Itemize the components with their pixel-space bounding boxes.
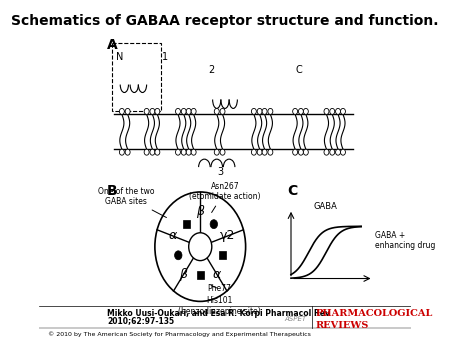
- Circle shape: [303, 108, 308, 114]
- Circle shape: [252, 108, 256, 114]
- Circle shape: [175, 251, 182, 260]
- Circle shape: [220, 108, 225, 114]
- Text: Schematics of GABAA receptor structure and function.: Schematics of GABAA receptor structure a…: [11, 14, 439, 28]
- Circle shape: [210, 220, 217, 228]
- Circle shape: [150, 108, 155, 114]
- Circle shape: [298, 108, 303, 114]
- Circle shape: [257, 108, 262, 114]
- Text: α: α: [169, 230, 177, 242]
- Text: α: α: [213, 268, 221, 281]
- Circle shape: [336, 149, 341, 155]
- Circle shape: [125, 149, 130, 155]
- Circle shape: [268, 108, 273, 114]
- Circle shape: [324, 108, 329, 114]
- Circle shape: [330, 108, 335, 114]
- Text: β: β: [196, 206, 204, 218]
- Circle shape: [191, 108, 196, 114]
- Circle shape: [125, 108, 130, 114]
- FancyBboxPatch shape: [219, 251, 225, 259]
- Circle shape: [176, 108, 180, 114]
- Circle shape: [268, 149, 273, 155]
- Circle shape: [292, 149, 297, 155]
- Circle shape: [119, 108, 124, 114]
- Circle shape: [257, 149, 262, 155]
- Text: C: C: [295, 65, 302, 75]
- Text: N: N: [116, 52, 123, 62]
- Circle shape: [214, 149, 219, 155]
- Circle shape: [186, 149, 191, 155]
- Circle shape: [144, 108, 149, 114]
- Text: A: A: [107, 38, 118, 52]
- Text: His101
(benzodiazepine site): His101 (benzodiazepine site): [178, 296, 261, 316]
- Circle shape: [181, 108, 186, 114]
- Text: C: C: [287, 184, 297, 198]
- Circle shape: [341, 108, 346, 114]
- Circle shape: [144, 149, 149, 155]
- FancyBboxPatch shape: [197, 270, 203, 279]
- Circle shape: [155, 149, 160, 155]
- Circle shape: [150, 149, 155, 155]
- Text: 2010;62:97-135: 2010;62:97-135: [107, 316, 174, 325]
- Circle shape: [262, 108, 267, 114]
- Circle shape: [324, 149, 329, 155]
- Text: PHARMACOLOGICAL
REVIEWS: PHARMACOLOGICAL REVIEWS: [316, 309, 433, 330]
- Text: © 2010 by The American Society for Pharmacology and Experimental Therapeutics: © 2010 by The American Society for Pharm…: [48, 331, 310, 337]
- Text: 3: 3: [218, 167, 224, 177]
- Text: Phe77: Phe77: [207, 285, 231, 293]
- Text: ASPET: ASPET: [284, 316, 306, 322]
- Circle shape: [181, 149, 186, 155]
- Circle shape: [119, 149, 124, 155]
- Circle shape: [155, 108, 160, 114]
- Circle shape: [341, 149, 346, 155]
- Circle shape: [189, 233, 212, 261]
- Text: GABA: GABA: [314, 202, 338, 211]
- Circle shape: [292, 108, 297, 114]
- Text: β: β: [179, 268, 187, 281]
- Circle shape: [176, 149, 180, 155]
- Circle shape: [336, 108, 341, 114]
- Text: B: B: [107, 184, 117, 198]
- Circle shape: [186, 108, 191, 114]
- Circle shape: [262, 149, 267, 155]
- Circle shape: [298, 149, 303, 155]
- Text: 1: 1: [162, 52, 167, 62]
- Text: Mikko Uusi-Oukari, and Esa R. Korpi Pharmacol Rev: Mikko Uusi-Oukari, and Esa R. Korpi Phar…: [107, 309, 330, 318]
- Text: GABA +
enhancing drug: GABA + enhancing drug: [375, 231, 436, 250]
- Text: 2: 2: [208, 65, 215, 75]
- Circle shape: [330, 149, 335, 155]
- Circle shape: [214, 108, 219, 114]
- Circle shape: [252, 149, 256, 155]
- Circle shape: [155, 192, 246, 301]
- Circle shape: [220, 149, 225, 155]
- Circle shape: [191, 149, 196, 155]
- Text: γ2: γ2: [220, 230, 235, 242]
- FancyBboxPatch shape: [183, 220, 190, 228]
- Circle shape: [303, 149, 308, 155]
- Text: Asn267
(etomidate action): Asn267 (etomidate action): [189, 182, 261, 213]
- Text: One of the two
GABA sites: One of the two GABA sites: [98, 187, 166, 218]
